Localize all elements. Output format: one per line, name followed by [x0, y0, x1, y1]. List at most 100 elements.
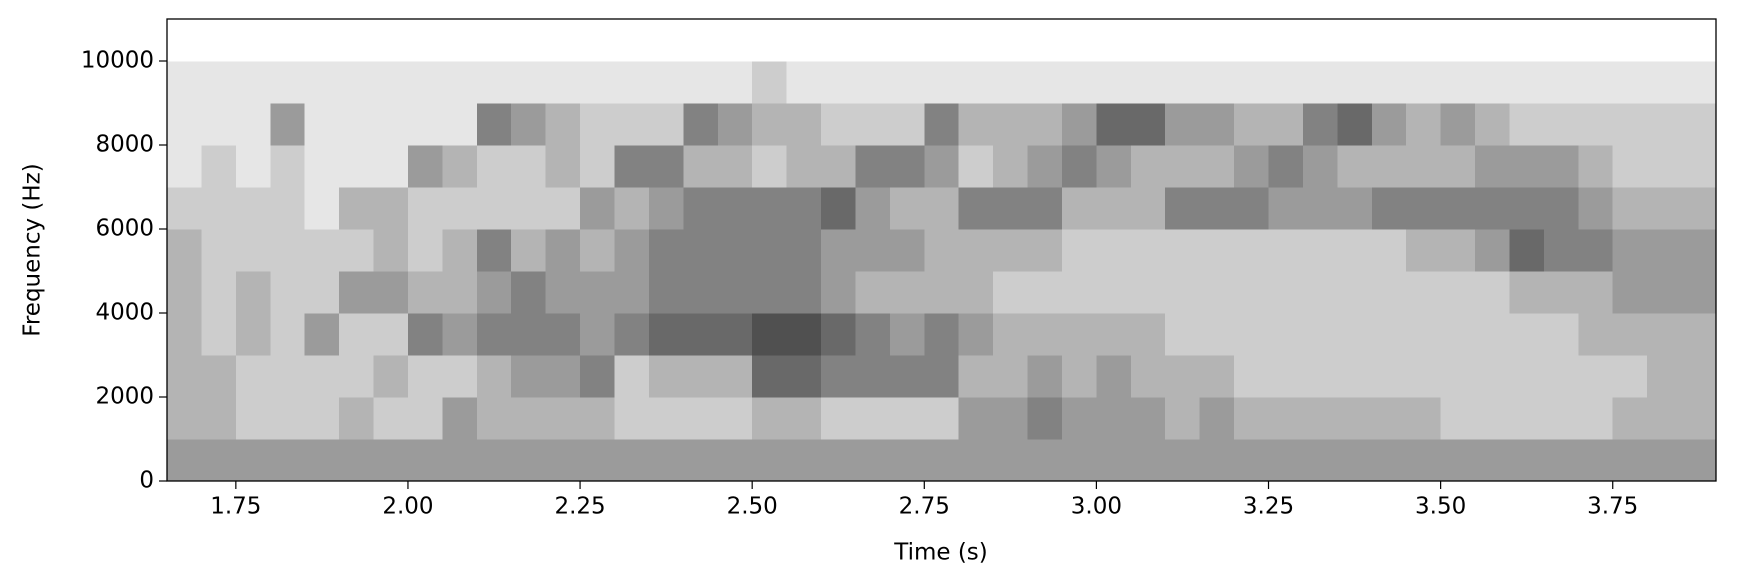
- cell: [167, 145, 202, 188]
- cell: [373, 145, 409, 188]
- cell: [1234, 313, 1270, 356]
- x-tick-label: 3.00: [1071, 494, 1122, 520]
- cell: [545, 229, 581, 272]
- cell: [1234, 397, 1270, 440]
- x-tick-label: 3.25: [1243, 494, 1294, 520]
- cell: [407, 187, 443, 230]
- cell: [304, 439, 340, 482]
- cell: [201, 355, 237, 398]
- cell: [201, 397, 237, 440]
- cell: [924, 355, 960, 398]
- cell: [993, 61, 1029, 104]
- cell: [476, 187, 512, 230]
- cell: [167, 61, 202, 104]
- cell: [993, 145, 1029, 188]
- cell: [1302, 439, 1338, 482]
- cell: [855, 313, 891, 356]
- cell: [1371, 439, 1407, 482]
- cell: [1406, 271, 1442, 314]
- cell: [1612, 355, 1648, 398]
- cell: [958, 103, 994, 146]
- cell: [648, 397, 684, 440]
- cell: [1578, 271, 1614, 314]
- cell: [958, 271, 994, 314]
- x-tick-label: 2.50: [727, 494, 778, 520]
- cell: [889, 19, 925, 62]
- cell: [1268, 229, 1304, 272]
- cell: [889, 61, 925, 104]
- cell: [167, 271, 202, 314]
- cell: [339, 313, 375, 356]
- cell: [958, 313, 994, 356]
- cell: [580, 103, 615, 146]
- cell: [407, 271, 443, 314]
- cell: [1543, 187, 1579, 230]
- cell: [1647, 439, 1683, 482]
- cell: [752, 397, 788, 440]
- cell: [545, 187, 581, 230]
- cell: [339, 229, 375, 272]
- cell: [1199, 397, 1235, 440]
- cell: [1371, 19, 1407, 62]
- cell: [993, 271, 1029, 314]
- cell: [1096, 145, 1132, 188]
- cell: [1612, 61, 1648, 104]
- cell: [580, 145, 615, 188]
- cell: [855, 355, 891, 398]
- cell: [270, 103, 306, 146]
- cell: [855, 61, 891, 104]
- cell: [1027, 187, 1063, 230]
- cell: [339, 103, 375, 146]
- cell: [648, 355, 684, 398]
- cell: [1165, 145, 1201, 188]
- cell: [1061, 229, 1097, 272]
- cell: [235, 229, 271, 272]
- cell: [1612, 145, 1648, 188]
- cell: [545, 103, 581, 146]
- cell: [167, 187, 202, 230]
- cell: [1130, 355, 1166, 398]
- cell: [442, 355, 478, 398]
- plot-frame: [166, 18, 1717, 482]
- cell: [1096, 439, 1132, 482]
- cell: [821, 355, 856, 398]
- cell: [1681, 19, 1717, 62]
- cell: [958, 355, 994, 398]
- cell: [648, 439, 684, 482]
- cell: [683, 61, 719, 104]
- cell: [1234, 439, 1270, 482]
- cell: [1681, 355, 1717, 398]
- cell: [1612, 271, 1648, 314]
- y-tick-label: 2000: [95, 384, 154, 410]
- cell: [1371, 397, 1407, 440]
- cell: [958, 397, 994, 440]
- cell: [1647, 187, 1683, 230]
- cell: [373, 313, 409, 356]
- cell: [855, 19, 891, 62]
- cell: [476, 103, 512, 146]
- cell: [373, 103, 409, 146]
- cell: [511, 271, 547, 314]
- cell: [201, 271, 237, 314]
- cell: [958, 145, 994, 188]
- cell: [545, 19, 581, 62]
- cell: [1302, 103, 1338, 146]
- cell: [511, 103, 547, 146]
- cell: [339, 187, 375, 230]
- cell: [1509, 439, 1545, 482]
- cell: [1302, 187, 1338, 230]
- cell: [1475, 355, 1510, 398]
- cell: [924, 103, 960, 146]
- cell: [924, 439, 960, 482]
- cell: [1027, 397, 1063, 440]
- cell: [1681, 313, 1717, 356]
- cell: [1406, 313, 1442, 356]
- cell: [924, 229, 960, 272]
- cell: [476, 355, 512, 398]
- cell: [752, 103, 788, 146]
- cell: [717, 19, 753, 62]
- cell: [1647, 61, 1683, 104]
- cell: [580, 355, 615, 398]
- cell: [1543, 103, 1579, 146]
- cell: [1578, 355, 1614, 398]
